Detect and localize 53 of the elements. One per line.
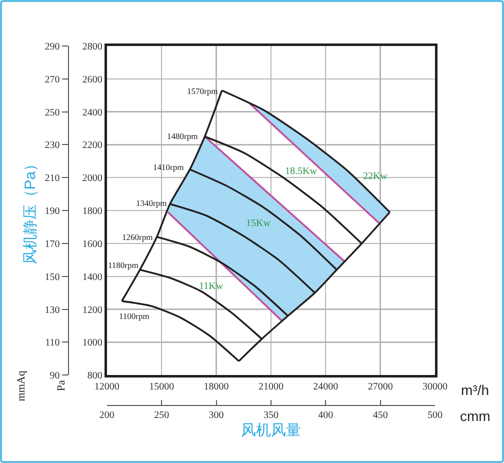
y-tick-label: 1200 [82, 304, 102, 316]
y2-tick-label: 190 [44, 206, 60, 218]
x2-tick-label: 400 [318, 410, 334, 421]
y-tick-label: 2200 [82, 140, 102, 152]
y2-tick-label: 210 [44, 173, 60, 184]
y-tick-label: 2800 [82, 42, 102, 52]
annotation: 1340rpm [136, 198, 168, 208]
y-tick-label: 1000 [82, 338, 102, 349]
annotation: 1570rpm [187, 86, 218, 96]
y-tick-label: 800 [87, 370, 102, 382]
text: mmAq [16, 370, 28, 402]
annotation: 15Kw [246, 218, 272, 229]
y2-tick-label: 150 [44, 272, 60, 283]
y2-tick-label: 170 [44, 238, 60, 250]
annotation: 1260rpm [122, 232, 154, 242]
y-tick-label: 2600 [82, 74, 102, 86]
y2-axis-title: 风机静压（Pa） [22, 156, 40, 265]
y2-tick-label: 130 [44, 304, 60, 316]
x-tick-label: 12000 [94, 382, 120, 393]
x-axis-title: 风机风量 [240, 422, 301, 439]
annotation: 11Kw [199, 281, 224, 292]
x2-tick-label: 450 [372, 410, 388, 421]
x2-tick-label: 200 [99, 410, 114, 421]
y-tick-label: 2000 [82, 173, 102, 184]
y-tick-label: 1800 [82, 206, 102, 218]
annotation: 1480rpm [167, 131, 198, 141]
y-tick-label: 1400 [82, 272, 102, 283]
x-tick-label: 27000 [368, 382, 393, 393]
y2-tick-label: 250 [44, 107, 60, 118]
y-tick-label: 1600 [82, 238, 102, 250]
x2-tick-label: 500 [428, 410, 442, 421]
x2-tick-label: 300 [208, 410, 224, 421]
x-tick-label: 30000 [422, 382, 448, 393]
x-tick-label: 21000 [258, 382, 284, 393]
annotation: 1100rpm [119, 311, 150, 321]
y2-tick-label: 290 [44, 42, 60, 52]
x-tick-label: 18000 [204, 382, 229, 393]
text: cmm [460, 408, 490, 424]
annotation: 18.5Kw [285, 166, 318, 177]
annotation: 22Kw [363, 171, 388, 182]
x2-tick-label: 250 [154, 410, 170, 421]
x-tick-label: 24000 [313, 382, 338, 393]
text: m³/h [461, 382, 489, 398]
annotation: 1410rpm [153, 162, 184, 172]
y-tick-label: 2400 [82, 107, 102, 118]
annotation: 1180rpm [108, 260, 139, 270]
text: Pa [56, 380, 68, 392]
x2-tick-label: 350 [263, 410, 278, 421]
y2-tick-label: 230 [44, 140, 60, 152]
x-tick-label: 15000 [149, 382, 174, 393]
y2-tick-label: 110 [45, 338, 60, 349]
y2-tick-label: 270 [44, 74, 60, 86]
y2-tick-label: 90 [50, 370, 60, 382]
